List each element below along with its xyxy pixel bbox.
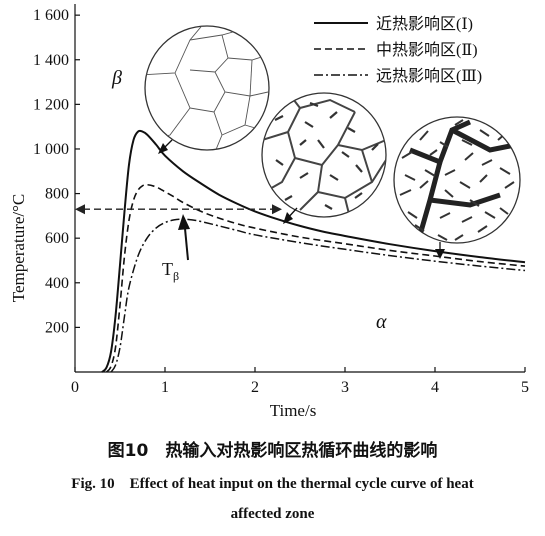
x-tick-label: 3: [341, 379, 349, 396]
grain-structure-II-inset: [261, 92, 387, 218]
y-tick-label: 400: [45, 275, 69, 292]
y-ticks: 200 400 600 800 1 000 1 200 1 400 1 600: [33, 7, 80, 336]
figure-caption-english-line1: Fig. 10 Effect of heat input on the ther…: [71, 476, 474, 492]
inset-II-pointer-head: [283, 212, 293, 224]
y-tick-label: 1 200: [33, 96, 69, 113]
plot-axes: [74, 4, 525, 373]
legend-label-I: 近热影响区(Ⅰ): [376, 15, 473, 33]
x-tick-label: 2: [251, 379, 259, 396]
grain-structure-III-inset: [393, 116, 521, 244]
reference-arrowhead-left: [75, 204, 85, 215]
inset-II-background: [261, 92, 387, 218]
y-tick-label: 600: [45, 230, 69, 247]
beta-phase-label: β: [111, 67, 122, 89]
y-tick-label: 1 600: [33, 7, 69, 24]
t-beta-subscript: β: [173, 269, 179, 283]
legend-label-II: 中热影响区(Ⅱ): [376, 41, 478, 59]
reference-arrow: [75, 204, 282, 215]
y-tick-label: 800: [45, 186, 69, 203]
figure-caption-chinese: 图10 热输入对热影响区热循环曲线的影响: [107, 441, 438, 461]
y-axis-label: Temperature/°C: [9, 194, 28, 303]
legend: 近热影响区(Ⅰ) 中热影响区(Ⅱ) 远热影响区(Ⅲ): [314, 15, 482, 85]
inset-pointers: [158, 139, 445, 259]
x-tick-label: 0: [71, 379, 79, 396]
y-tick-label: 1 000: [33, 141, 69, 158]
x-tick-label: 5: [521, 379, 529, 396]
x-ticks: 0 1 2 3 4 5: [71, 367, 529, 396]
t-beta-annotation: Tβ: [162, 214, 190, 283]
x-tick-label: 1: [161, 379, 169, 396]
grain-structure-I-inset: [144, 25, 270, 151]
reference-arrowhead-right: [272, 204, 282, 215]
series-line-1: [101, 129, 526, 373]
legend-label-III: 远热影响区(Ⅲ): [376, 67, 482, 85]
series-layer: [101, 129, 526, 373]
y-tick-label: 1 400: [33, 52, 69, 69]
series-line-2: [105, 183, 526, 373]
y-tick-label: 200: [45, 319, 69, 336]
inset-I-pointer-head: [158, 143, 168, 154]
x-axis-label: Time/s: [270, 401, 317, 420]
inset-III-lamellae: [399, 119, 515, 241]
series-line-3: [110, 218, 526, 373]
alpha-phase-label: α: [376, 311, 387, 333]
inset-II-grain-boundaries: [262, 94, 386, 217]
t-beta-main: T: [162, 259, 173, 279]
t-beta-label: Tβ: [162, 259, 179, 283]
figure-caption-english-line2: affected zone: [230, 506, 315, 522]
inset-III-pointer-head: [435, 249, 445, 259]
inset-II-needles: [274, 101, 379, 210]
x-tick-label: 4: [431, 379, 439, 396]
t-beta-pointer-head: [178, 214, 190, 230]
inset-I-background: [144, 25, 270, 151]
